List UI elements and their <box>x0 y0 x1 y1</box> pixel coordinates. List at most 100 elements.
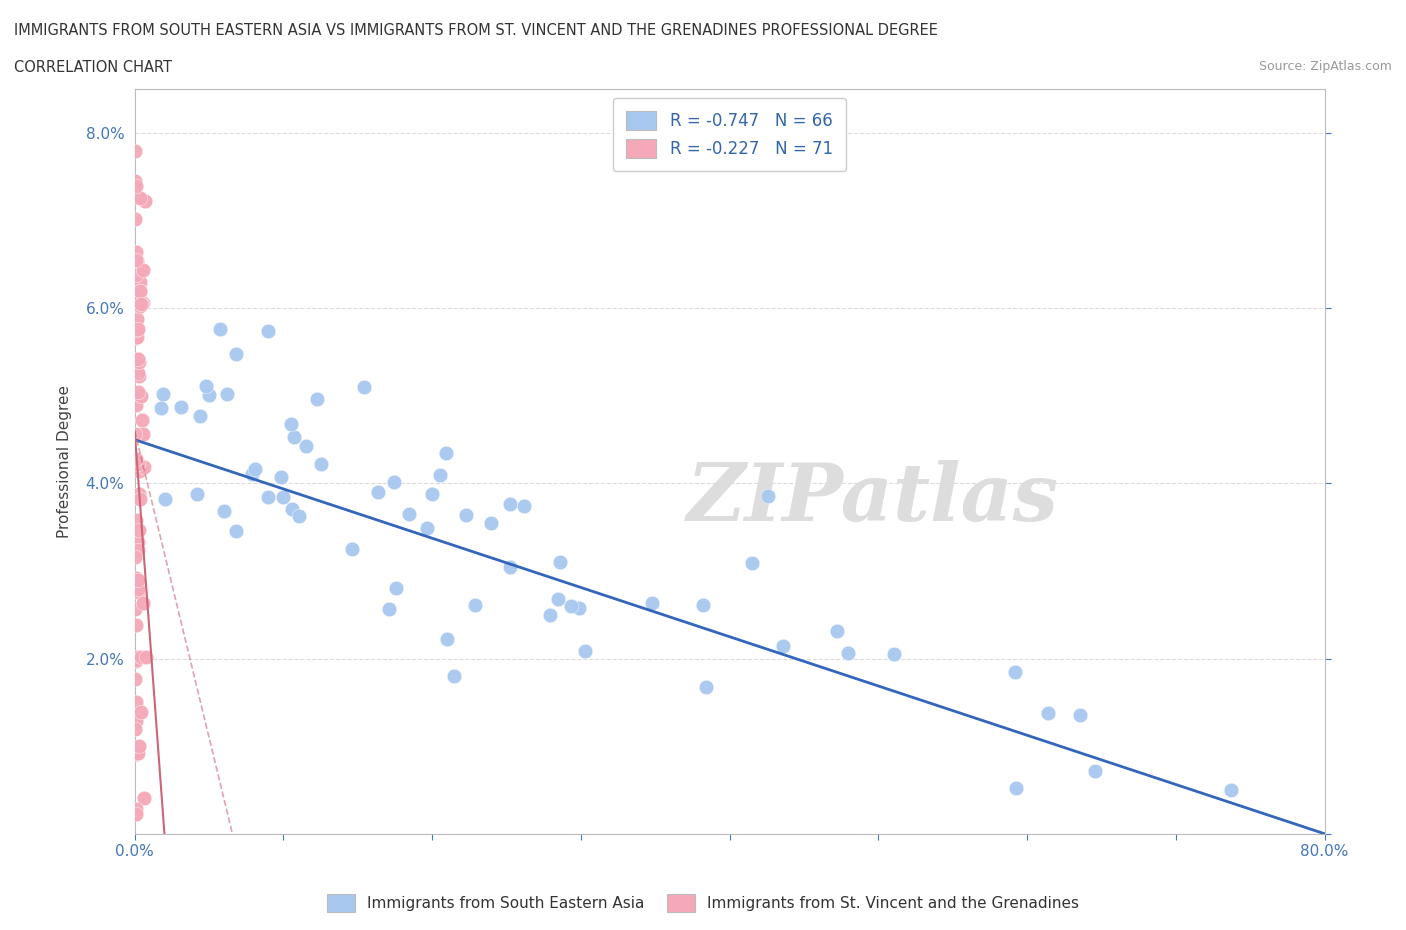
Point <box>283 430 305 445</box>
Point <box>1004 780 1026 795</box>
Point <box>217 387 239 402</box>
Point <box>135 650 157 665</box>
Point <box>273 490 295 505</box>
Point <box>125 714 148 729</box>
Point <box>420 486 443 501</box>
Point <box>436 631 458 646</box>
Point <box>129 297 152 312</box>
Point <box>454 508 477 523</box>
Point <box>309 457 332 472</box>
Point <box>149 400 172 415</box>
Point <box>124 323 146 338</box>
Point <box>132 296 155 311</box>
Point <box>741 555 763 570</box>
Point <box>513 498 536 513</box>
Point <box>132 263 155 278</box>
Point <box>127 581 149 596</box>
Point <box>385 581 408 596</box>
Point <box>128 354 150 369</box>
Point <box>129 284 152 299</box>
Text: IMMIGRANTS FROM SOUTH EASTERN ASIA VS IMMIGRANTS FROM ST. VINCENT AND THE GRENAD: IMMIGRANTS FROM SOUTH EASTERN ASIA VS IM… <box>14 23 938 38</box>
Point <box>547 591 569 606</box>
Point <box>134 193 156 208</box>
Point <box>125 649 148 664</box>
Legend: Immigrants from South Eastern Asia, Immigrants from St. Vincent and the Grenadin: Immigrants from South Eastern Asia, Immi… <box>321 888 1085 918</box>
Point <box>127 457 149 472</box>
Point <box>443 668 465 683</box>
Point <box>124 427 146 442</box>
Point <box>128 491 150 506</box>
Point <box>129 704 152 719</box>
Point <box>132 459 155 474</box>
Point <box>429 468 451 483</box>
Point <box>131 412 153 427</box>
Point <box>186 486 208 501</box>
Text: ZIPatlas: ZIPatlas <box>686 460 1059 538</box>
Point <box>257 490 280 505</box>
Point <box>152 386 174 401</box>
Point <box>153 491 176 506</box>
Point <box>124 211 146 226</box>
Point <box>195 379 218 393</box>
Point <box>125 801 148 816</box>
Point <box>127 253 149 268</box>
Point <box>398 507 420 522</box>
Point <box>127 746 149 761</box>
Point <box>124 722 146 737</box>
Point <box>416 521 439 536</box>
Point <box>127 352 149 366</box>
Point <box>560 598 582 613</box>
Point <box>695 679 717 694</box>
Point <box>270 470 292 485</box>
Point <box>125 512 148 527</box>
Point <box>127 384 149 399</box>
Point <box>772 639 794 654</box>
Point <box>499 560 522 575</box>
Point <box>127 535 149 550</box>
Point <box>170 400 193 415</box>
Point <box>198 388 221 403</box>
Point <box>127 572 149 587</box>
Point <box>124 174 146 189</box>
Point <box>280 502 302 517</box>
Point <box>188 408 211 423</box>
Point <box>132 426 155 441</box>
Point <box>825 623 848 638</box>
Point <box>243 461 266 476</box>
Point <box>127 365 149 380</box>
Point <box>481 515 503 530</box>
Point <box>131 297 153 312</box>
Point <box>294 439 316 454</box>
Point <box>240 467 263 482</box>
Point <box>125 179 148 193</box>
Point <box>128 191 150 206</box>
Point <box>124 653 146 668</box>
Point <box>378 602 401 617</box>
Point <box>125 654 148 669</box>
Point <box>124 451 146 466</box>
Point <box>128 523 150 538</box>
Point <box>124 397 146 412</box>
Text: Source: ZipAtlas.com: Source: ZipAtlas.com <box>1258 60 1392 73</box>
Point <box>125 746 148 761</box>
Point <box>127 322 149 337</box>
Point <box>128 463 150 478</box>
Point <box>127 455 149 470</box>
Point <box>574 644 596 658</box>
Point <box>128 739 150 754</box>
Point <box>1036 706 1059 721</box>
Point <box>129 299 152 314</box>
Point <box>837 645 859 660</box>
Point <box>124 549 146 564</box>
Point <box>883 646 905 661</box>
Point <box>367 485 389 499</box>
Point <box>538 607 561 622</box>
Point <box>128 486 150 501</box>
Point <box>280 417 302 432</box>
Point <box>641 595 664 610</box>
Point <box>125 268 148 283</box>
Point <box>128 290 150 305</box>
Point <box>134 791 156 806</box>
Point <box>568 601 591 616</box>
Point <box>212 504 235 519</box>
